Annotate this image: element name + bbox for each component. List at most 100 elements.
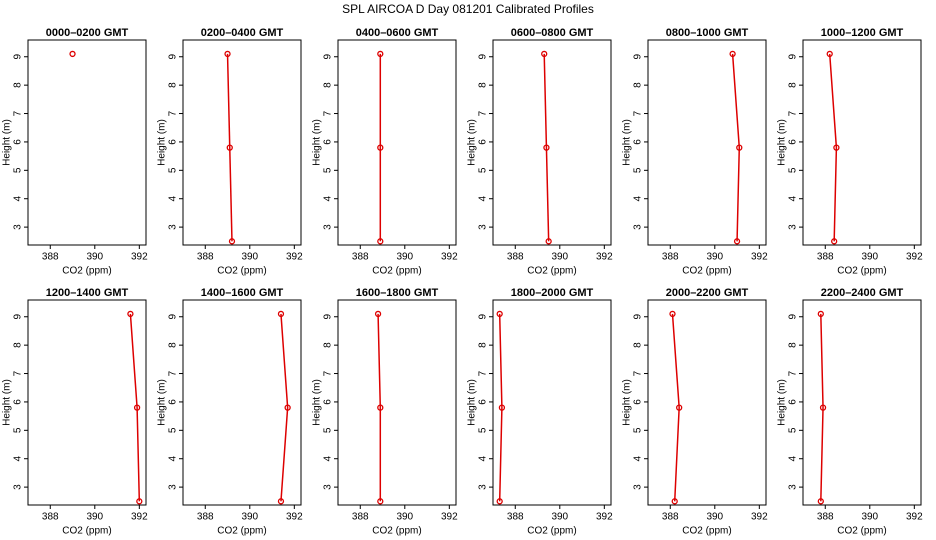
y-tick-label: 6 <box>13 399 24 405</box>
y-tick-label: 6 <box>788 139 799 145</box>
y-tick-label: 7 <box>633 110 644 116</box>
plot-frame <box>182 39 302 246</box>
x-tick-label: 392 <box>751 252 768 263</box>
y-tick-label: 9 <box>168 54 179 60</box>
panel-title: 0200–0400 GMT <box>201 27 284 39</box>
y-tick-label: 4 <box>633 456 644 462</box>
profile-point <box>817 498 824 505</box>
y-tick-label: 4 <box>323 456 334 462</box>
y-axis-label: Height (m) <box>622 379 633 426</box>
profile-point <box>284 404 291 411</box>
x-axis-label: CO2 (ppm) <box>217 526 266 537</box>
profile-point <box>377 238 384 245</box>
y-tick-label: 4 <box>788 456 799 462</box>
y-tick-label: 9 <box>633 314 644 320</box>
x-tick-label: 392 <box>131 252 148 263</box>
x-tick-label: 392 <box>441 252 458 263</box>
y-tick-label: 7 <box>788 370 799 376</box>
x-tick-label: 388 <box>352 252 369 263</box>
y-tick-label: 6 <box>633 399 644 405</box>
plot-frame <box>802 299 922 506</box>
profile-point <box>377 144 384 151</box>
y-tick-label: 7 <box>478 110 489 116</box>
panel-title: 1000–1200 GMT <box>821 27 904 39</box>
y-tick-label: 5 <box>633 167 644 173</box>
y-tick-label: 3 <box>323 224 334 230</box>
plot-frame <box>647 39 767 246</box>
y-tick-label: 7 <box>323 110 334 116</box>
y-tick-label: 6 <box>323 399 334 405</box>
y-tick-label: 9 <box>788 54 799 60</box>
profile-point <box>498 404 506 411</box>
x-tick-label: 392 <box>286 252 303 263</box>
x-tick-label: 390 <box>396 252 413 263</box>
y-tick-label: 7 <box>168 370 179 376</box>
y-tick-label: 6 <box>13 139 24 145</box>
y-tick-label: 7 <box>13 110 24 116</box>
profile-point <box>671 498 678 505</box>
y-axis-label: Height (m) <box>157 379 168 426</box>
y-tick-label: 3 <box>633 224 644 230</box>
plot-frame <box>802 39 922 246</box>
profile-point <box>826 50 833 58</box>
y-tick-label: 8 <box>478 82 489 88</box>
y-tick-label: 5 <box>13 167 24 173</box>
x-tick-label: 392 <box>596 252 613 263</box>
y-tick-label: 5 <box>788 167 799 173</box>
y-tick-label: 3 <box>168 484 179 490</box>
x-tick-label: 388 <box>42 252 59 263</box>
x-tick-label: 392 <box>131 512 148 523</box>
y-tick-label: 5 <box>168 427 179 433</box>
x-tick-label: 392 <box>596 512 613 523</box>
y-tick-label: 3 <box>13 484 24 490</box>
profile-point <box>817 310 824 318</box>
y-axis-label: Height (m) <box>2 379 13 426</box>
x-axis-label: CO2 (ppm) <box>217 266 266 277</box>
x-tick-label: 388 <box>352 512 369 523</box>
y-tick-label: 9 <box>13 54 24 60</box>
profile-point <box>127 310 134 318</box>
y-axis-label: Height (m) <box>777 379 788 426</box>
profile-line <box>828 53 838 242</box>
y-tick-label: 8 <box>633 82 644 88</box>
x-tick-label: 388 <box>507 512 524 523</box>
profile-point <box>374 310 382 318</box>
y-tick-label: 9 <box>323 54 334 60</box>
x-tick-label: 390 <box>861 252 878 263</box>
profile-point <box>833 144 840 151</box>
profile-point <box>377 498 384 505</box>
plot-frame <box>647 299 767 506</box>
y-axis-label: Height (m) <box>312 379 323 426</box>
y-tick-label: 3 <box>633 484 644 490</box>
y-tick-label: 7 <box>478 370 489 376</box>
y-tick-label: 8 <box>788 342 799 348</box>
panel-title: 2000–2200 GMT <box>666 287 749 299</box>
y-tick-label: 8 <box>168 82 179 88</box>
y-tick-label: 4 <box>788 196 799 202</box>
profile-line <box>377 313 382 502</box>
panel-title: 1600–1800 GMT <box>356 287 439 299</box>
x-tick-label: 392 <box>751 512 768 523</box>
x-tick-label: 390 <box>86 512 103 523</box>
y-axis-label: Height (m) <box>312 119 323 166</box>
y-tick-label: 8 <box>13 342 24 348</box>
panel-title: 1400–1600 GMT <box>201 287 284 299</box>
y-tick-label: 9 <box>478 314 489 320</box>
y-tick-label: 3 <box>13 224 24 230</box>
panel-title: 0800–1000 GMT <box>666 27 749 39</box>
profile-line <box>129 313 141 502</box>
y-tick-label: 9 <box>13 314 24 320</box>
x-tick-label: 388 <box>817 512 834 523</box>
y-tick-label: 6 <box>323 139 334 145</box>
y-tick-label: 4 <box>168 196 179 202</box>
y-axis-label: Height (m) <box>777 119 788 166</box>
y-tick-label: 8 <box>633 342 644 348</box>
panel-title: 1200–1400 GMT <box>46 287 129 299</box>
y-tick-label: 9 <box>168 314 179 320</box>
y-tick-label: 4 <box>168 456 179 462</box>
profile-line <box>820 313 824 502</box>
profile-point <box>496 310 503 318</box>
y-tick-label: 5 <box>633 427 644 433</box>
plot-frame <box>492 299 612 506</box>
